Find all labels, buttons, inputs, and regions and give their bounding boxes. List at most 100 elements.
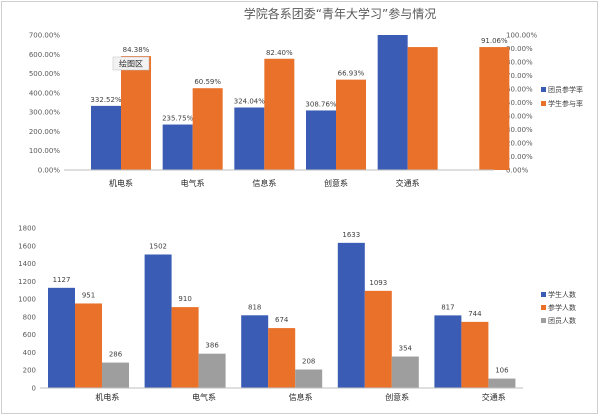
legend-label: 参学人数 <box>548 303 576 312</box>
right-axis-tick: 20.00% <box>506 140 533 148</box>
y-axis-tick: 600 <box>23 331 36 339</box>
bar-value-label: 1633 <box>342 231 360 239</box>
bar-value-label: 1502 <box>149 242 167 250</box>
bar-value-label: 817 <box>441 303 454 311</box>
bar-value-label: 1093 <box>369 279 387 287</box>
right-axis-tick: 60.00% <box>506 86 533 94</box>
bar-members <box>295 369 323 388</box>
left-axis-tick: 600.00% <box>29 51 60 59</box>
legend-swatch <box>541 292 546 297</box>
bar-participants <box>75 303 102 388</box>
bar-team-rate <box>234 107 265 170</box>
bar-students <box>144 254 172 388</box>
right-axis-tick: 50.00% <box>506 99 533 107</box>
left-axis-tick: 700.00% <box>29 32 60 40</box>
right-axis-tick: 30.00% <box>506 126 533 134</box>
left-axis-tick: 200.00% <box>29 128 60 136</box>
y-axis-tick: 400 <box>23 349 36 357</box>
bar-value-label: 386 <box>205 342 219 350</box>
category-label: 创意系 <box>324 178 348 188</box>
legend-label: 学生人数 <box>548 290 576 299</box>
right-axis-tick: 80.00% <box>506 59 533 67</box>
y-axis-tick: 1000 <box>18 296 36 304</box>
bar-student-rate <box>121 56 151 170</box>
bar-students <box>241 315 269 388</box>
bar-value-label: 354 <box>399 345 413 353</box>
left-axis-tick: 0.00% <box>38 167 61 175</box>
right-axis-tick: 70.00% <box>506 72 533 80</box>
bar-team-rate <box>91 105 121 170</box>
bar-value-label: 951 <box>82 291 95 299</box>
bar-label-student-rate: 82.40% <box>266 49 293 57</box>
bar-participants <box>461 321 489 388</box>
bar-team-rate <box>306 110 336 170</box>
bar-label-student-rate: 91.06% <box>481 37 508 45</box>
legend-swatch <box>541 87 546 92</box>
bar-value-label: 910 <box>178 295 191 303</box>
y-axis-tick: 1800 <box>18 225 36 233</box>
right-axis-tick: 100.00% <box>506 32 537 40</box>
category-label: 信息系 <box>252 178 276 188</box>
bar-team-rate <box>377 35 408 170</box>
bar-members <box>198 353 226 388</box>
bar-value-label: 744 <box>468 310 482 318</box>
right-axis-tick: 0.00% <box>506 167 529 175</box>
tooltip-text: 绘图区 <box>119 59 143 69</box>
category-label: 电气系 <box>181 178 205 188</box>
bar-student-rate <box>264 58 295 171</box>
y-axis-tick: 1200 <box>18 278 36 286</box>
legend-label: 团员参学率 <box>548 85 583 94</box>
chart-title: 学院各系团委“青年大学习”参与情况 <box>244 6 436 21</box>
y-axis-tick: 200 <box>23 367 36 375</box>
legend-label: 学生参与率 <box>548 99 583 108</box>
left-axis-tick: 100.00% <box>29 147 60 155</box>
bar-members <box>102 362 129 388</box>
tooltip-box <box>112 56 150 71</box>
bar-label-student-rate: 66.93% <box>338 70 365 78</box>
bar-label-team-rate: 324.04% <box>234 98 265 106</box>
category-label: 创意系 <box>385 392 409 402</box>
bar-team-rate <box>162 124 193 170</box>
y-axis-tick: 1600 <box>18 242 36 250</box>
category-label: 交通系 <box>482 392 506 402</box>
right-axis-tick: 10.00% <box>506 153 533 161</box>
category-label: 交通系 <box>396 178 420 188</box>
y-axis-tick: 800 <box>23 313 36 321</box>
left-axis-tick: 400.00% <box>29 89 60 97</box>
bar-students <box>48 287 75 388</box>
bar-participants <box>268 328 296 388</box>
y-axis-tick: 1400 <box>18 260 36 268</box>
bar-student-rate <box>192 88 223 170</box>
bar-label-team-rate: 235.75% <box>162 115 193 123</box>
left-axis-tick: 500.00% <box>29 70 60 78</box>
bar-label-student-rate: 60.59% <box>194 78 221 86</box>
right-axis-tick: 90.00% <box>506 45 533 53</box>
bar-value-label: 208 <box>302 358 315 366</box>
legend-swatch <box>541 318 546 323</box>
legend-swatch <box>541 101 546 106</box>
legend-label: 团员人数 <box>548 316 576 325</box>
bar-participants <box>171 307 199 388</box>
bar-members <box>391 356 419 388</box>
bar-student-rate <box>407 47 438 170</box>
category-label: 机电系 <box>109 178 133 188</box>
bar-students <box>337 242 365 388</box>
bar-label-team-rate: 332.52% <box>90 96 121 104</box>
bar-value-label: 1127 <box>53 276 71 284</box>
bar-label-team-rate: 308.76% <box>305 100 336 108</box>
bar-value-label: 674 <box>275 316 289 324</box>
bar-value-label: 286 <box>109 351 123 359</box>
legend-swatch <box>541 305 546 310</box>
bar-value-label: 818 <box>248 303 261 311</box>
category-label: 电气系 <box>192 392 216 402</box>
left-axis-tick: 300.00% <box>29 109 60 117</box>
bar-label-student-rate: 84.38% <box>123 46 150 54</box>
right-axis-tick: 40.00% <box>506 113 533 121</box>
bar-members <box>488 378 516 388</box>
y-axis-tick: 0 <box>32 385 36 393</box>
category-label: 信息系 <box>289 392 313 402</box>
bar-value-label: 106 <box>495 367 509 375</box>
category-label: 机电系 <box>95 392 119 402</box>
bar-participants <box>364 290 392 388</box>
bar-students <box>434 315 462 388</box>
